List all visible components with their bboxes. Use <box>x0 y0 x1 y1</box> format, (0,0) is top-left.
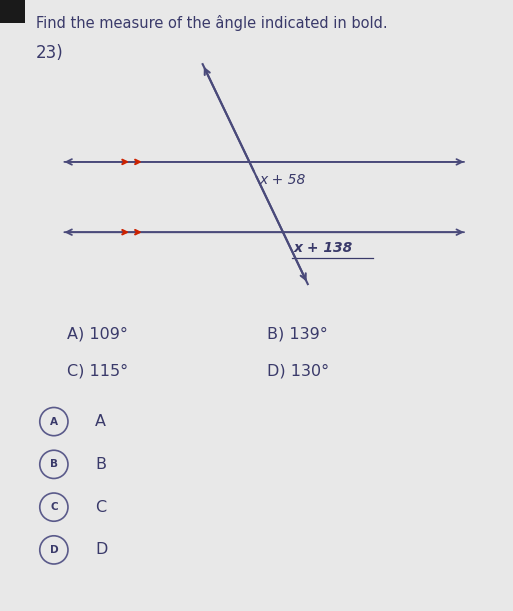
Text: B: B <box>95 457 106 472</box>
Text: B: B <box>50 459 58 469</box>
Text: D) 130°: D) 130° <box>267 364 329 379</box>
Text: Find the measure of the ângle indicated in bold.: Find the measure of the ângle indicated … <box>36 15 387 31</box>
Text: A: A <box>95 414 106 429</box>
Text: x + 138: x + 138 <box>293 241 352 255</box>
Text: D: D <box>50 545 58 555</box>
Text: 23): 23) <box>36 44 64 62</box>
Text: B) 139°: B) 139° <box>267 327 327 342</box>
Text: C: C <box>95 500 106 514</box>
Text: A: A <box>50 417 58 426</box>
Text: C: C <box>50 502 57 512</box>
FancyBboxPatch shape <box>0 0 25 23</box>
Text: C) 115°: C) 115° <box>67 364 128 379</box>
Text: D: D <box>95 543 107 557</box>
Text: x + 58: x + 58 <box>260 173 306 187</box>
Text: A) 109°: A) 109° <box>67 327 128 342</box>
